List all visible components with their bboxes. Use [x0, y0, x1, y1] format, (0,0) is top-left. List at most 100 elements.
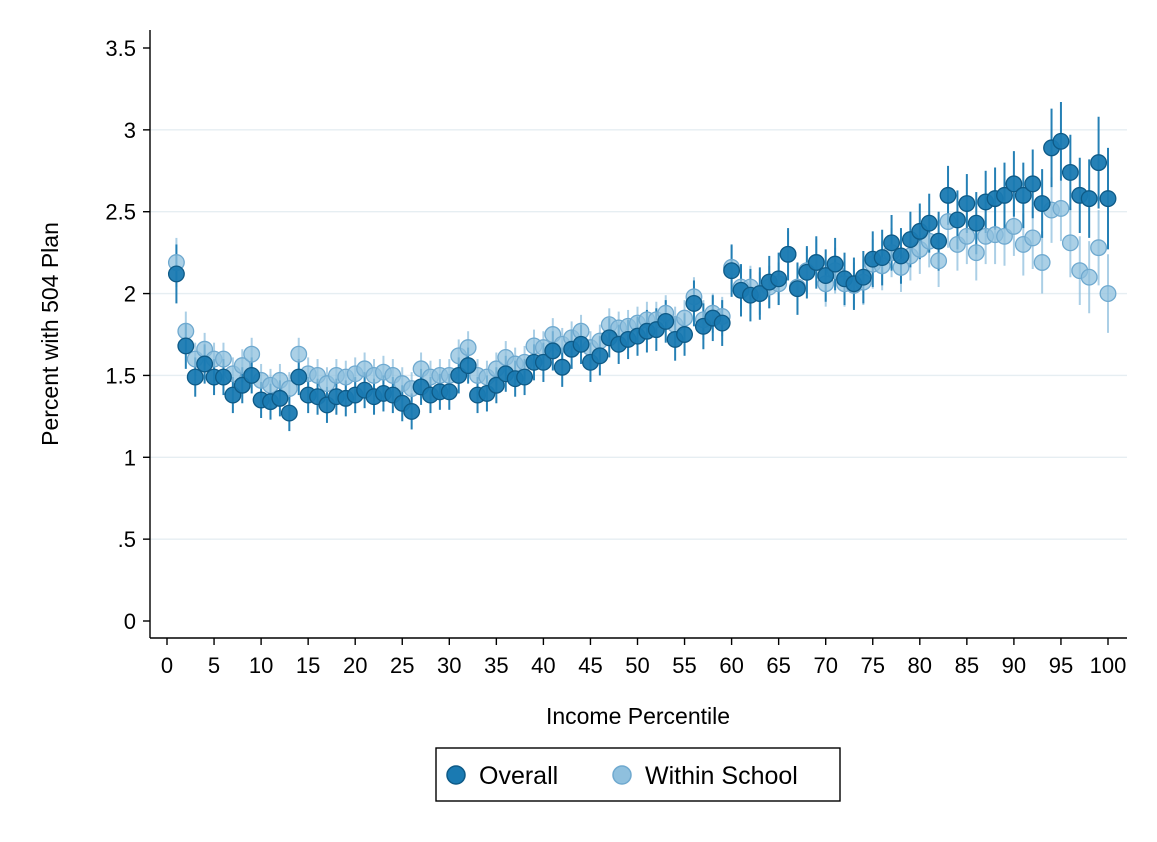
data-point — [1024, 229, 1042, 247]
data-point — [196, 355, 214, 373]
data-point — [958, 227, 976, 245]
data-point — [779, 245, 797, 263]
data-point — [290, 345, 308, 363]
x-tick-label: 35 — [484, 653, 508, 678]
data-point — [186, 368, 204, 386]
data-point — [243, 345, 261, 363]
data-point — [685, 294, 703, 312]
data-point — [403, 402, 421, 420]
axes — [149, 30, 1127, 639]
data-point — [1052, 132, 1070, 150]
x-tick-label: 85 — [955, 653, 979, 678]
x-tick-label: 100 — [1090, 653, 1127, 678]
data-point — [676, 309, 694, 327]
data-point — [854, 268, 872, 286]
data-point — [271, 389, 289, 407]
y-tick-label: 2.5 — [105, 200, 136, 225]
data-point — [1033, 254, 1051, 271]
x-tick-label: 0 — [161, 653, 173, 678]
data-point — [930, 232, 948, 250]
legend-label-within-school: Within School — [645, 762, 798, 790]
legend-label-overall: Overall — [479, 762, 558, 790]
y-tick-label: 3.5 — [105, 36, 136, 61]
x-tick-label: 75 — [861, 653, 885, 678]
x-tick-label: 40 — [531, 653, 555, 678]
data-point — [1090, 154, 1108, 172]
data-point — [591, 347, 609, 365]
data-point — [676, 326, 694, 343]
legend-box — [435, 747, 841, 802]
x-tick-label: 30 — [437, 653, 461, 678]
data-point — [1033, 195, 1051, 212]
legend: Overall Within School — [435, 747, 841, 802]
data-point — [440, 383, 458, 401]
data-point — [167, 265, 185, 283]
data-points — [167, 132, 1117, 422]
axis-ticks: 0 .5 1 1.5 2 2.5 3 3.5 0 5 10 15 20 25 30 35 40 45 50 55 60 6… — [105, 36, 1126, 678]
data-point — [892, 247, 910, 265]
data-point — [723, 262, 741, 280]
x-tick-label: 65 — [766, 653, 790, 678]
data-point — [1080, 190, 1098, 208]
y-tick-label: 1.5 — [105, 363, 136, 388]
points-overall — [167, 132, 1117, 422]
data-point — [657, 312, 675, 330]
data-point — [1099, 285, 1117, 303]
data-point — [177, 322, 195, 340]
x-tick-label: 80 — [908, 653, 932, 678]
y-axis-title: Percent with 504 Plan — [37, 222, 63, 446]
legend-swatch-within-school — [612, 765, 632, 785]
data-point — [1090, 239, 1108, 257]
data-point — [553, 358, 571, 376]
data-point — [1061, 163, 1079, 181]
data-point — [996, 186, 1013, 204]
data-point — [958, 195, 976, 212]
data-point — [243, 366, 261, 384]
y-tick-label: 0 — [124, 609, 136, 634]
data-point — [873, 249, 891, 267]
data-point — [572, 335, 590, 353]
data-point — [1005, 175, 1023, 193]
data-point — [967, 244, 985, 262]
data-point — [1024, 175, 1042, 193]
x-tick-label: 60 — [719, 653, 743, 678]
x-tick-label: 5 — [208, 653, 220, 678]
data-point — [516, 368, 534, 386]
data-point — [1099, 190, 1117, 208]
y-tick-label: 1 — [124, 445, 136, 470]
x-axis-title: Income Percentile — [546, 703, 730, 729]
data-point — [280, 404, 298, 422]
x-tick-label: 70 — [813, 653, 837, 678]
data-point — [215, 350, 232, 368]
data-point — [817, 267, 835, 285]
data-point — [215, 368, 232, 386]
data-point — [920, 214, 938, 232]
data-point — [177, 337, 195, 355]
data-point — [713, 314, 731, 332]
data-point — [290, 368, 308, 386]
data-point — [789, 280, 806, 298]
data-point — [1061, 234, 1079, 252]
data-point — [1005, 217, 1023, 235]
data-point — [1014, 186, 1032, 204]
y-tick-label: 2 — [124, 282, 136, 307]
data-point — [459, 357, 477, 375]
x-tick-label: 20 — [343, 653, 367, 678]
x-tick-label: 55 — [672, 653, 696, 678]
x-tick-label: 10 — [249, 653, 273, 678]
x-tick-label: 25 — [390, 653, 414, 678]
data-point — [459, 339, 477, 357]
data-point — [948, 211, 966, 229]
x-tick-label: 15 — [296, 653, 320, 678]
data-point — [534, 353, 552, 371]
data-point — [883, 234, 901, 252]
data-point — [967, 214, 985, 232]
data-point — [751, 285, 769, 303]
x-tick-label: 90 — [1002, 653, 1026, 678]
x-tick-label: 95 — [1049, 653, 1073, 678]
data-point — [930, 252, 948, 270]
x-tick-label: 50 — [625, 653, 649, 678]
x-tick-label: 45 — [578, 653, 602, 678]
legend-swatch-overall — [446, 765, 466, 785]
